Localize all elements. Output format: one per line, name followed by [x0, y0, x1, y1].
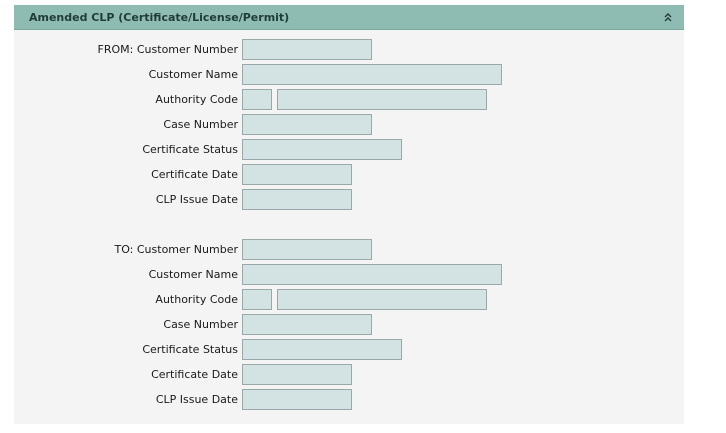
from-case-number-label: Case Number — [163, 118, 238, 131]
from-customer-name-label: Customer Name — [148, 68, 238, 81]
from-customer-number-input[interactable] — [242, 39, 372, 60]
amended-clp-panel: Amended CLP (Certificate/License/Permit)… — [14, 5, 684, 424]
from-clp-issue-date-label: CLP Issue Date — [155, 193, 238, 206]
double-chevron-up-icon[interactable] — [661, 10, 675, 24]
to-authority-code-label: Authority Code — [155, 293, 238, 306]
from-authority-description-input[interactable] — [277, 89, 487, 110]
to-case-number-input[interactable] — [242, 314, 372, 335]
from-certificate-date-label: Certificate Date — [151, 168, 238, 181]
to-certificate-date-label: Certificate Date — [151, 368, 238, 381]
panel-title: Amended CLP (Certificate/License/Permit) — [29, 11, 290, 24]
to-authority-code-input[interactable] — [242, 289, 272, 310]
to-customer-number-input[interactable] — [242, 239, 372, 260]
from-customer-name-input[interactable] — [242, 64, 502, 85]
to-clp-issue-date-label: CLP Issue Date — [155, 393, 238, 406]
to-certificate-date-input[interactable] — [242, 364, 352, 385]
from-certificate-status-input[interactable] — [242, 139, 402, 160]
from-certificate-status-label: Certificate Status — [142, 143, 238, 156]
from-authority-code-label: Authority Code — [155, 93, 238, 106]
from-customer-number-label: FROM: Customer Number — [97, 43, 238, 56]
panel-header: Amended CLP (Certificate/License/Permit) — [14, 5, 684, 30]
to-case-number-label: Case Number — [163, 318, 238, 331]
to-certificate-status-input[interactable] — [242, 339, 402, 360]
from-certificate-date-input[interactable] — [242, 164, 352, 185]
to-customer-name-label: Customer Name — [148, 268, 238, 281]
from-clp-issue-date-input[interactable] — [242, 189, 352, 210]
from-authority-code-input[interactable] — [242, 89, 272, 110]
to-certificate-status-label: Certificate Status — [142, 343, 238, 356]
to-customer-number-label: TO: Customer Number — [114, 243, 238, 256]
to-customer-name-input[interactable] — [242, 264, 502, 285]
to-authority-description-input[interactable] — [277, 289, 487, 310]
to-clp-issue-date-input[interactable] — [242, 389, 352, 410]
from-case-number-input[interactable] — [242, 114, 372, 135]
